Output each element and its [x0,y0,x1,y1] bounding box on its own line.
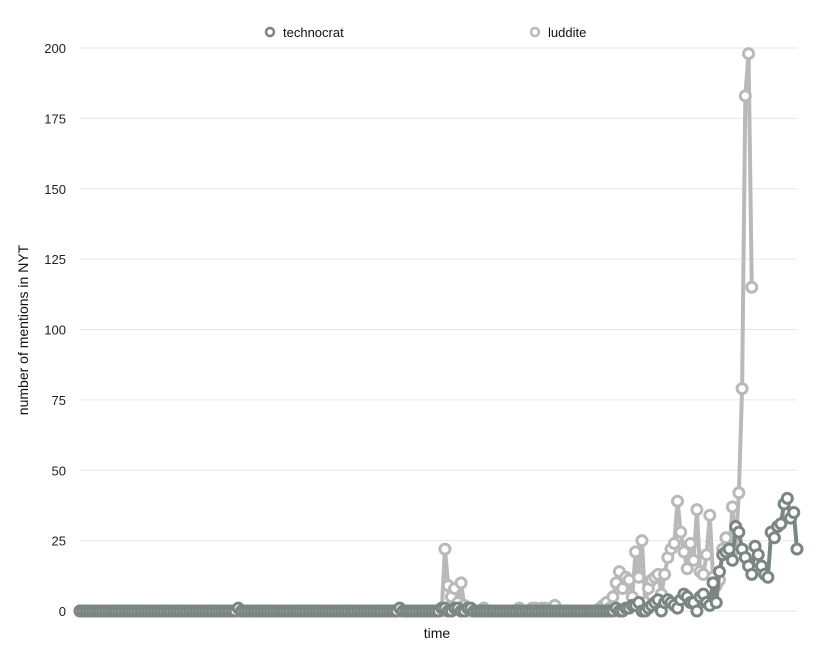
data-point-technocrat [706,576,720,590]
data-point-luddite [616,581,630,595]
data-point-technocrat [745,567,759,581]
data-point-luddite [735,382,749,396]
data-point-luddite [629,545,643,559]
data-point-luddite [732,486,746,500]
data-point-luddite [725,500,739,514]
y-tick-label: 125 [44,252,66,267]
data-point-luddite [683,536,697,550]
data-point-luddite [677,545,691,559]
data-point-luddite [690,503,704,517]
data-point-luddite [742,47,756,61]
y-tick-label: 200 [44,41,66,56]
data-point-technocrat [709,596,723,610]
y-axis-ticks: 0 25 50 75 100 125 150 175 200 [44,41,66,619]
data-point-technocrat [790,542,804,556]
legend-marker-technocrat [264,26,276,38]
data-point-luddite [687,553,701,567]
data-point-technocrat [761,570,775,584]
y-tick-label: 0 [59,604,66,619]
data-point-technocrat [774,517,788,531]
y-axis-title: number of mentions in NYT [15,244,31,415]
data-point-luddite [671,494,684,508]
data-point-luddite [438,542,452,556]
x-axis-title: time [424,625,451,641]
gridlines [80,47,797,612]
y-tick-label: 75 [52,393,66,408]
data-point-technocrat [787,505,801,519]
series-luddite [73,47,759,618]
legend-label-luddite: luddite [548,25,586,40]
data-point-technocrat [751,548,765,562]
data-point-luddite [738,89,752,103]
y-tick-label: 100 [44,323,66,338]
data-point-luddite [745,280,759,294]
data-point-technocrat [732,525,746,539]
y-tick-label: 50 [52,463,66,478]
data-point-technocrat [712,565,726,579]
data-point-luddite [719,531,733,545]
data-point-luddite [703,508,717,522]
legend-marker-luddite [529,26,541,38]
data-point-technocrat [690,604,704,618]
legend-label-technocrat: technocrat [283,25,344,40]
data-point-luddite [667,536,681,550]
data-point-technocrat [725,553,739,567]
legend-item-technocrat: technocrat [264,25,344,40]
data-point-luddite [674,525,688,539]
series-technocrat [73,491,804,618]
y-tick-label: 175 [44,111,66,126]
y-tick-label: 25 [52,534,66,549]
series-layer [73,47,804,618]
data-point-technocrat [767,531,781,545]
data-point-luddite [454,576,468,590]
legend-item-luddite: luddite [529,25,586,40]
series-line-luddite [80,51,754,613]
data-point-luddite [700,548,714,562]
data-point-luddite [635,534,649,548]
data-point-technocrat [722,542,736,556]
data-point-technocrat [780,491,794,505]
data-point-luddite [632,570,646,584]
data-point-luddite [658,567,672,581]
data-point-luddite [680,562,694,576]
legend: technocrat luddite [264,25,586,40]
data-point-luddite [606,590,620,604]
y-tick-label: 150 [44,182,66,197]
